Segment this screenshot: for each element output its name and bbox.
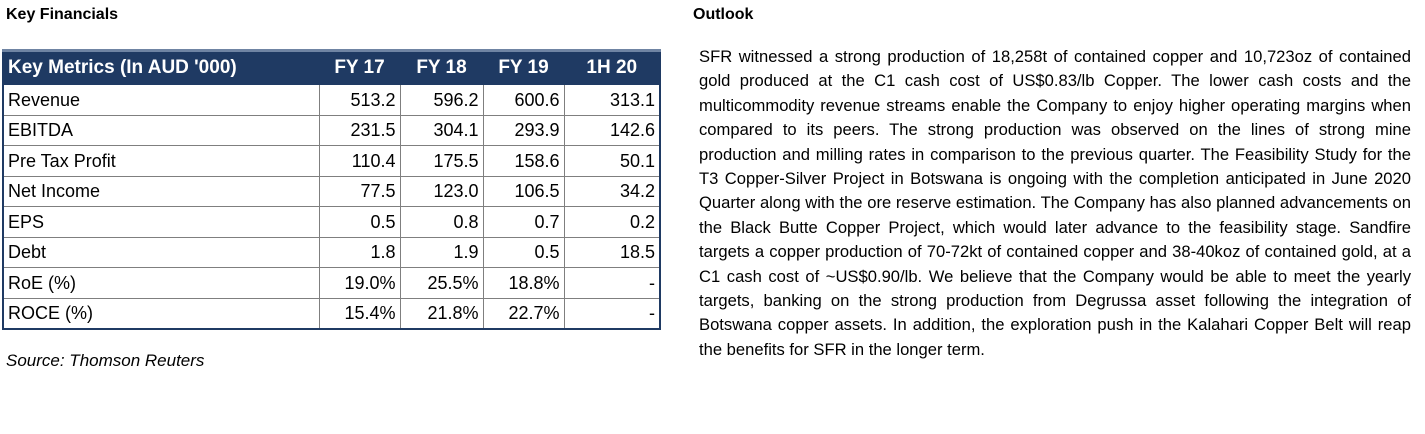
outlook-paragraph: SFR witnessed a strong production of 18,…: [699, 47, 1411, 359]
cell-value: 34.2: [563, 175, 661, 207]
table-row: Debt 1.8 1.9 0.5 18.5: [2, 236, 661, 268]
header-1h20: 1H 20: [563, 49, 661, 85]
table-row: RoE (%) 19.0% 25.5% 18.8% -: [2, 267, 661, 299]
row-label: EPS: [2, 206, 320, 238]
cell-value: 231.5: [318, 114, 401, 146]
row-label: Debt: [2, 236, 320, 268]
table-row: EPS 0.5 0.8 0.7 0.2: [2, 206, 661, 238]
cell-value: 1.8: [318, 236, 401, 268]
key-financials-table: Key Metrics (In AUD '000) FY 17 FY 18 FY…: [2, 49, 661, 330]
cell-value: 22.7%: [482, 297, 565, 330]
cell-value: 110.4: [318, 145, 401, 177]
cell-value: 1.9: [399, 236, 484, 268]
table-row: Net Income 77.5 123.0 106.5 34.2: [2, 175, 661, 207]
cell-value: 19.0%: [318, 267, 401, 299]
cell-value: 123.0: [399, 175, 484, 207]
table-header-row: Key Metrics (In AUD '000) FY 17 FY 18 FY…: [2, 49, 661, 85]
cell-value: -: [563, 267, 661, 299]
cell-value: 106.5: [482, 175, 565, 207]
cell-value: 50.1: [563, 145, 661, 177]
row-label: ROCE (%): [2, 297, 320, 330]
header-metric: Key Metrics (In AUD '000): [2, 49, 320, 85]
cell-value: 313.1: [563, 84, 661, 116]
table-row: Revenue 513.2 596.2 600.6 313.1: [2, 84, 661, 116]
cell-value: 0.5: [318, 206, 401, 238]
table-row: Pre Tax Profit 110.4 175.5 158.6 50.1: [2, 145, 661, 177]
cell-value: 600.6: [482, 84, 565, 116]
cell-value: 0.2: [563, 206, 661, 238]
row-label: Net Income: [2, 175, 320, 207]
header-fy18: FY 18: [399, 49, 484, 85]
cell-value: 158.6: [482, 145, 565, 177]
source-note: Source: Thomson Reuters: [6, 351, 205, 370]
cell-value: 304.1: [399, 114, 484, 146]
cell-value: 0.5: [482, 236, 565, 268]
cell-value: 142.6: [563, 114, 661, 146]
header-fy19: FY 19: [482, 49, 565, 85]
table-row: ROCE (%) 15.4% 21.8% 22.7% -: [2, 297, 661, 330]
row-label: Pre Tax Profit: [2, 145, 320, 177]
cell-value: 175.5: [399, 145, 484, 177]
cell-value: 25.5%: [399, 267, 484, 299]
outlook-title: Outlook: [693, 6, 754, 23]
cell-value: 0.7: [482, 206, 565, 238]
row-label: RoE (%): [2, 267, 320, 299]
cell-value: 293.9: [482, 114, 565, 146]
cell-value: 596.2: [399, 84, 484, 116]
cell-value: 18.8%: [482, 267, 565, 299]
cell-value: 15.4%: [318, 297, 401, 330]
cell-value: 513.2: [318, 84, 401, 116]
cell-value: 0.8: [399, 206, 484, 238]
key-financials-title: Key Financials: [6, 6, 119, 23]
table-row: EBITDA 231.5 304.1 293.9 142.6: [2, 114, 661, 146]
cell-value: 77.5: [318, 175, 401, 207]
cell-value: 21.8%: [399, 297, 484, 330]
row-label: Revenue: [2, 84, 320, 116]
header-fy17: FY 17: [318, 49, 401, 85]
cell-value: -: [563, 297, 661, 330]
cell-value: 18.5: [563, 236, 661, 268]
row-label: EBITDA: [2, 114, 320, 146]
